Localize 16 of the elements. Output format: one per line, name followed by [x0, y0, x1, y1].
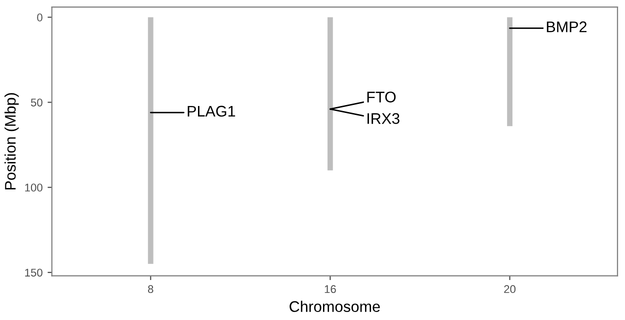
- y-tick-label: 0: [37, 14, 42, 22]
- bar: [328, 17, 333, 170]
- annotation: FTO: [367, 92, 396, 102]
- annotation: IRX3: [368, 113, 400, 124]
- bar: [507, 17, 512, 126]
- y-axis-title: Position (Mbp): [4, 93, 19, 190]
- y-tick-label: 50: [30, 98, 42, 106]
- x-tick-label: 16: [324, 285, 336, 294]
- x-tick-label: 20: [504, 285, 516, 294]
- y-tick-label: 100: [25, 184, 42, 192]
- annotation: PLAG1: [188, 106, 236, 117]
- annotation: BMP2: [546, 21, 587, 32]
- y-tick-label: 150: [25, 268, 42, 277]
- bar: [148, 17, 154, 264]
- x-tick-label: 8: [148, 285, 154, 294]
- x-axis-title: Chromosome: [290, 300, 380, 312]
